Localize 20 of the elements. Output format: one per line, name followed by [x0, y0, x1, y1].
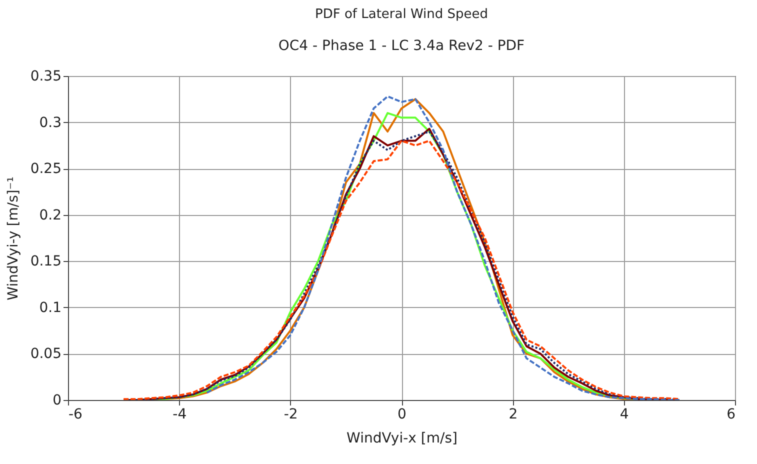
- y-tick-label: 0.35: [30, 68, 62, 84]
- x-tick-label: -2: [284, 406, 298, 422]
- line-series: [206, 95, 680, 400]
- x-axis-title: WindVyi-x [m/s]: [346, 430, 458, 446]
- y-tick-label: 0.3: [39, 114, 62, 131]
- y-tick-label: 0.25: [30, 161, 62, 178]
- x-tick-label: 6: [726, 406, 736, 422]
- y-tick-label: 0.2: [39, 207, 62, 224]
- y-tick-label: 0.1: [39, 300, 62, 316]
- y-axis-title: WindVyi-y [m/s]⁻¹: [5, 176, 22, 300]
- x-tick-label: 4: [620, 406, 629, 422]
- chart-subtitle: OC4 - Phase 1 - LC 3.4a Rev2 - PDF: [278, 38, 525, 54]
- y-tick-label: 0: [52, 392, 62, 408]
- x-tick-label: -4: [172, 406, 187, 422]
- y-tick-label: 0.15: [30, 254, 62, 270]
- chart-title: PDF of Lateral Wind Speed: [314, 7, 488, 22]
- x-tick-label: 0: [398, 406, 406, 422]
- y-tick-label: 0.05: [30, 346, 62, 362]
- x-tick-label: 2: [508, 406, 518, 422]
- x-tick-label: -6: [68, 406, 83, 422]
